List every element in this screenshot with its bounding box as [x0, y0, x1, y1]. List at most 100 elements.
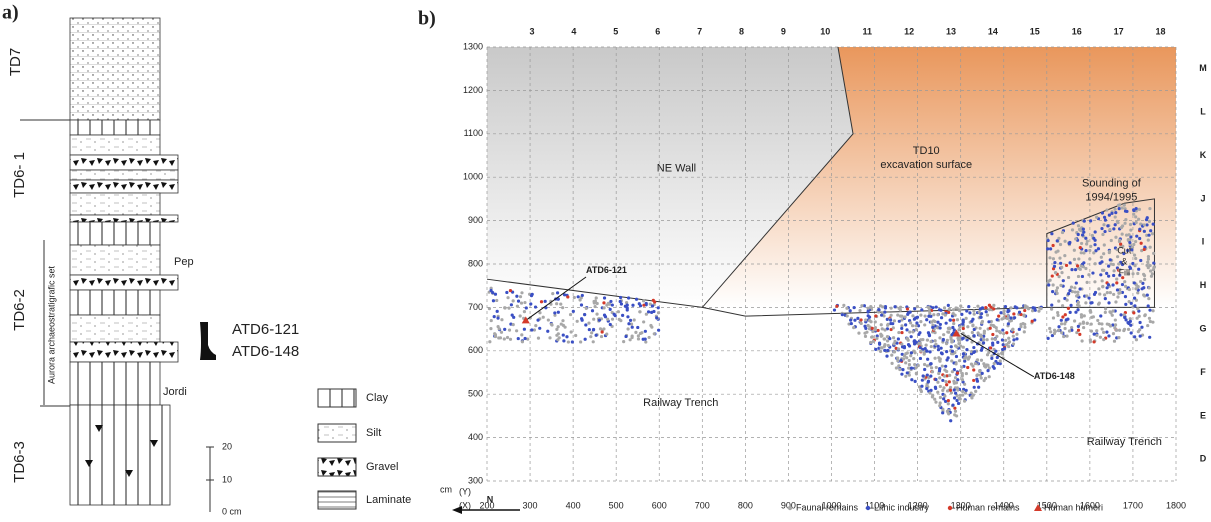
find	[974, 389, 978, 393]
find	[1110, 313, 1114, 317]
find	[952, 396, 957, 400]
find	[982, 331, 986, 335]
find	[891, 322, 895, 326]
find	[1138, 334, 1142, 338]
find	[575, 319, 579, 323]
find	[1055, 291, 1059, 295]
find	[938, 395, 943, 400]
find	[1107, 274, 1111, 278]
find	[572, 295, 576, 300]
find	[1076, 293, 1080, 297]
find	[1033, 308, 1037, 312]
find	[883, 306, 888, 310]
find	[621, 313, 625, 318]
specimen-icon	[200, 322, 216, 360]
find	[964, 316, 968, 320]
find	[1113, 215, 1117, 219]
find	[972, 334, 976, 338]
find	[945, 338, 949, 342]
find	[899, 358, 903, 362]
legend-label: Lithic industry	[874, 502, 930, 512]
find	[1059, 283, 1063, 288]
find	[1105, 291, 1109, 295]
find	[842, 303, 846, 307]
y-tick-label: 1300	[463, 41, 483, 51]
find	[900, 324, 904, 328]
find	[1098, 261, 1102, 265]
find	[518, 314, 522, 318]
find	[523, 336, 527, 341]
find	[1110, 211, 1114, 215]
find	[503, 306, 507, 310]
find	[883, 328, 887, 332]
find	[1049, 247, 1053, 251]
find	[1134, 256, 1138, 261]
find	[1073, 286, 1077, 290]
find	[857, 331, 861, 335]
find	[1075, 264, 1080, 268]
find	[1073, 268, 1078, 272]
north-label: N	[487, 494, 494, 504]
north-arrow-head	[452, 506, 462, 514]
find	[533, 305, 538, 309]
row-label: G	[1199, 323, 1206, 333]
find	[1050, 303, 1054, 307]
find	[929, 366, 934, 370]
find	[1132, 208, 1136, 213]
find	[1113, 207, 1117, 211]
find	[908, 321, 913, 325]
find	[1082, 230, 1086, 234]
find	[984, 305, 988, 310]
find	[906, 312, 910, 316]
find	[1004, 343, 1009, 347]
find	[1132, 311, 1136, 315]
find	[959, 344, 963, 348]
region-label: Railway Trench	[1087, 436, 1162, 448]
find	[587, 327, 591, 332]
find	[508, 337, 513, 341]
find	[1089, 244, 1093, 248]
find	[1046, 336, 1050, 340]
find	[900, 326, 904, 331]
x-tick-label: 1800	[1166, 500, 1186, 510]
find	[546, 318, 550, 322]
find	[930, 395, 935, 399]
find	[938, 322, 942, 327]
find	[1108, 310, 1112, 314]
find	[1054, 289, 1058, 293]
find	[1076, 324, 1080, 328]
find	[1080, 274, 1085, 279]
find	[960, 371, 964, 376]
find	[1135, 316, 1139, 320]
region-label: Cut	[1117, 245, 1132, 255]
find	[656, 306, 660, 310]
find	[1140, 287, 1144, 291]
find	[1118, 268, 1122, 272]
y-tick-label: 400	[468, 432, 483, 442]
find	[991, 332, 995, 337]
find	[1105, 271, 1109, 275]
find	[885, 354, 889, 358]
find	[1092, 236, 1096, 240]
find	[934, 342, 938, 346]
find	[1116, 220, 1120, 225]
find	[1148, 206, 1152, 211]
layer	[69, 119, 161, 136]
find	[584, 306, 588, 310]
find	[1076, 232, 1080, 237]
find	[626, 296, 631, 300]
find	[985, 353, 990, 357]
find	[992, 307, 996, 311]
find	[1097, 301, 1101, 305]
find	[1076, 274, 1081, 279]
find	[948, 388, 953, 392]
find	[943, 399, 948, 404]
find	[1015, 306, 1019, 310]
find	[1078, 332, 1082, 336]
find	[1048, 326, 1052, 331]
find	[979, 312, 984, 316]
find	[516, 299, 521, 303]
find	[1100, 211, 1105, 215]
find	[960, 312, 964, 316]
find	[908, 330, 912, 334]
